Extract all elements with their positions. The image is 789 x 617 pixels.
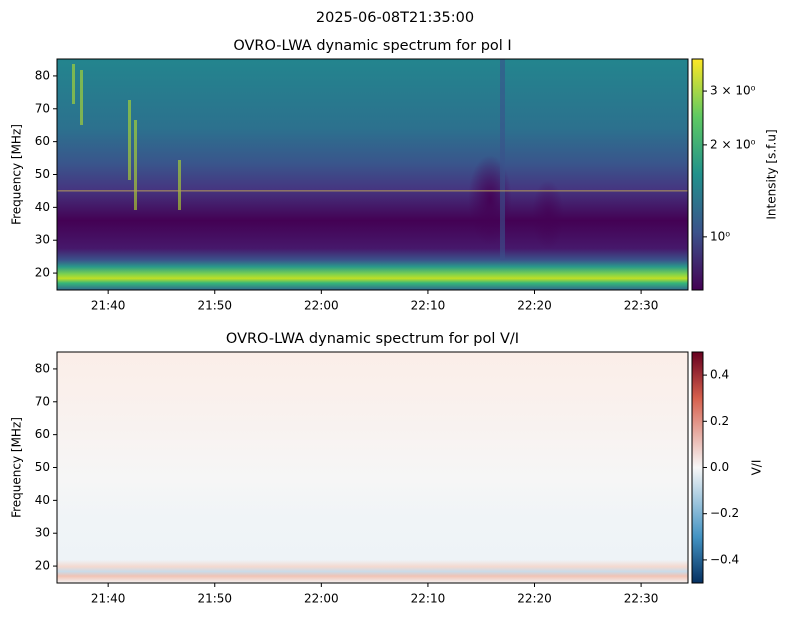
y-tick-label: 80 (35, 361, 50, 375)
colorbar (691, 58, 704, 291)
colorbar-tick-label: 3 × 10⁰ (710, 84, 756, 98)
x-tick-label: 21:40 (91, 592, 126, 606)
y-tick-label: 60 (35, 134, 50, 148)
colorbar (691, 351, 704, 584)
dark-region (532, 180, 564, 250)
colorbar-tick-label: 0.0 (710, 460, 729, 474)
y-tick-label: 50 (35, 167, 50, 181)
y-tick-label: 50 (35, 460, 50, 474)
heatmap-image (57, 352, 688, 583)
dark-region (468, 155, 512, 245)
x-tick-label: 22:30 (624, 299, 659, 313)
y-axis-label: Frequency [MHz] (10, 417, 24, 518)
burst (178, 160, 181, 210)
colorbar-tick-label: −0.2 (710, 506, 739, 520)
panel-title: OVRO-LWA dynamic spectrum for pol I (233, 38, 511, 54)
x-tick-label: 22:00 (304, 299, 339, 313)
burst (80, 70, 83, 125)
burst (128, 100, 131, 180)
x-tick-label: 21:50 (197, 592, 232, 606)
streak (500, 59, 505, 260)
colorbar-tick-label: −0.4 (710, 552, 739, 566)
y-tick-label: 70 (35, 101, 50, 115)
x-tick-label: 22:10 (411, 592, 446, 606)
figure-title: 2025-06-08T21:35:00 (316, 10, 474, 26)
x-tick-label: 22:10 (411, 299, 446, 313)
x-tick-label: 21:50 (197, 299, 232, 313)
x-tick-label: 22:20 (517, 299, 552, 313)
x-tick-label: 22:20 (517, 592, 552, 606)
colorbar-tick-label: 2 × 10⁰ (710, 137, 756, 151)
colorbar-label: Intensity [s.f.u] (765, 129, 779, 219)
y-tick-label: 80 (35, 68, 50, 82)
y-tick-label: 30 (35, 233, 50, 247)
x-tick-label: 22:30 (624, 592, 659, 606)
y-tick-label: 20 (35, 559, 50, 573)
heatmap-texture (57, 59, 688, 260)
x-tick-label: 22:00 (304, 592, 339, 606)
colorbar-tick-label: 0.4 (710, 368, 729, 382)
x-tick-label: 21:40 (91, 299, 126, 313)
y-tick-label: 70 (35, 394, 50, 408)
y-tick-label: 40 (35, 493, 50, 507)
y-tick-label: 20 (35, 266, 50, 280)
y-tick-label: 30 (35, 526, 50, 540)
burst (72, 64, 75, 104)
colorbar-label: V/I (750, 460, 764, 476)
heatmap-image (57, 59, 688, 290)
panel-title: OVRO-LWA dynamic spectrum for pol V/I (226, 331, 519, 347)
y-tick-label: 60 (35, 427, 50, 441)
y-tick-label: 40 (35, 200, 50, 214)
burst (134, 120, 137, 210)
y-axis-label: Frequency [MHz] (10, 124, 24, 225)
colorbar-tick-label: 10⁰ (710, 229, 730, 243)
colorbar-tick-label: 0.2 (710, 414, 729, 428)
